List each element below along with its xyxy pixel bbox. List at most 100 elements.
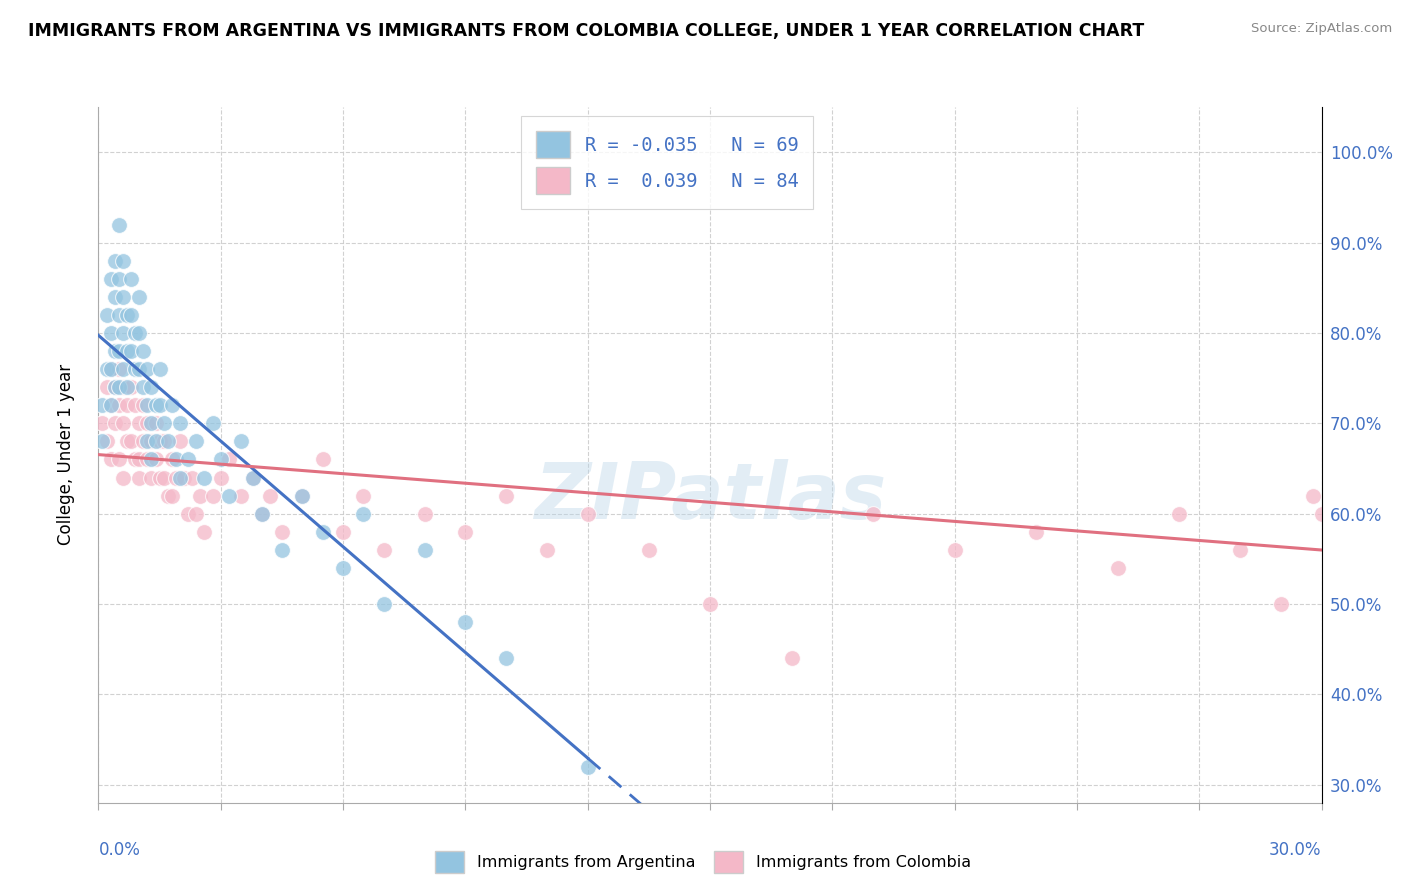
Point [124,362,146,376]
Point [1167,507,1189,521]
Point [1319,542,1341,557]
Point [160,452,183,467]
Point [100,326,122,340]
Point [96,362,118,376]
Point [100,362,122,376]
Point [165,470,187,484]
Point [132,344,155,359]
Legend: Immigrants from Argentina, Immigrants from Colombia: Immigrants from Argentina, Immigrants fr… [429,844,977,880]
Point [120,434,142,449]
Point [120,344,142,359]
Point [291,489,314,503]
Point [136,362,159,376]
Point [115,398,138,412]
Point [108,452,131,467]
Point [111,290,134,304]
Point [152,417,174,431]
Point [108,344,131,359]
Point [104,344,127,359]
Point [699,597,721,611]
Point [1107,561,1129,575]
Text: 30.0%: 30.0% [1270,841,1322,859]
Point [111,417,134,431]
Point [231,489,253,503]
Point [231,434,253,449]
Point [91,398,114,412]
Point [173,470,195,484]
Point [141,470,163,484]
Point [124,398,146,412]
Point [169,417,191,431]
Y-axis label: College, Under 1 year: College, Under 1 year [56,364,75,546]
Point [149,398,172,412]
Point [100,271,122,285]
Point [149,470,172,484]
Point [108,218,131,232]
Point [152,434,174,449]
Point [193,524,215,539]
Point [152,470,174,484]
Point [111,326,134,340]
Point [132,398,155,412]
Point [108,398,131,412]
Point [160,398,183,412]
Point [91,417,114,431]
Point [128,326,150,340]
Text: ZIPatlas: ZIPatlas [534,458,886,534]
Text: 0.0%: 0.0% [98,841,141,859]
Point [115,344,138,359]
Point [124,326,146,340]
Point [136,434,159,449]
Point [218,452,240,467]
Point [270,524,294,539]
Point [96,308,118,322]
Point [1229,542,1251,557]
Point [108,362,131,376]
Point [111,470,134,484]
Point [495,489,517,503]
Point [193,470,215,484]
Point [242,470,264,484]
Point [943,542,966,557]
Point [120,308,142,322]
Point [250,507,273,521]
Point [1343,579,1365,593]
Point [132,434,155,449]
Point [136,398,159,412]
Point [242,470,264,484]
Point [141,434,163,449]
Point [1351,615,1374,629]
Point [104,417,127,431]
Point [352,507,374,521]
Point [312,524,335,539]
Point [104,380,127,394]
Point [115,434,138,449]
Point [576,507,599,521]
Point [312,452,335,467]
Point [111,253,134,268]
Point [413,542,436,557]
Point [91,434,114,449]
Point [108,308,131,322]
Point [780,651,803,665]
Point [115,308,138,322]
Point [128,290,150,304]
Point [218,489,240,503]
Point [120,380,142,394]
Point [454,615,477,629]
Text: IMMIGRANTS FROM ARGENTINA VS IMMIGRANTS FROM COLOMBIA COLLEGE, UNDER 1 YEAR CORR: IMMIGRANTS FROM ARGENTINA VS IMMIGRANTS … [28,22,1144,40]
Point [136,417,159,431]
Point [141,452,163,467]
Point [495,651,517,665]
Point [156,489,179,503]
Point [111,362,134,376]
Point [638,542,661,557]
Point [100,398,122,412]
Point [145,398,167,412]
Point [100,452,122,467]
Point [177,452,200,467]
Point [291,489,314,503]
Point [1302,489,1324,503]
Point [373,597,395,611]
Point [124,452,146,467]
